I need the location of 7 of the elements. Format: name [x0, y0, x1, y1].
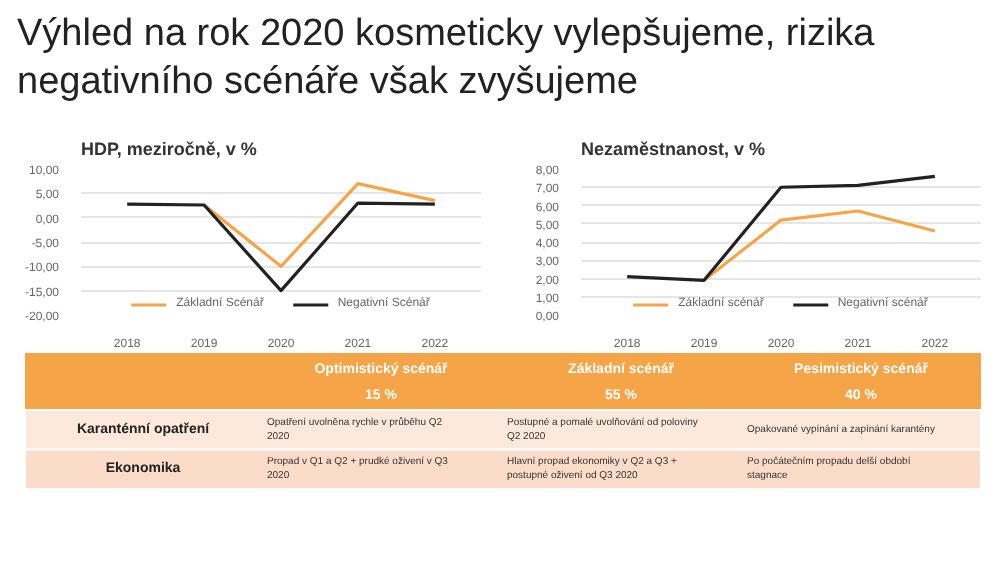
- line-series: [625, 174, 937, 282]
- chart-title: Nezaměstnanost, v %: [581, 139, 766, 159]
- chart-title: HDP, meziročně, v %: [81, 139, 257, 159]
- text: Výhled na rok 2020 kosmeticky vylepšujeme, rizika negativního scénáře však zvyšujeme: [17, 13, 876, 104]
- line-series: [202, 182, 437, 268]
- line-series: [702, 209, 937, 282]
- line-series: [125, 201, 437, 293]
